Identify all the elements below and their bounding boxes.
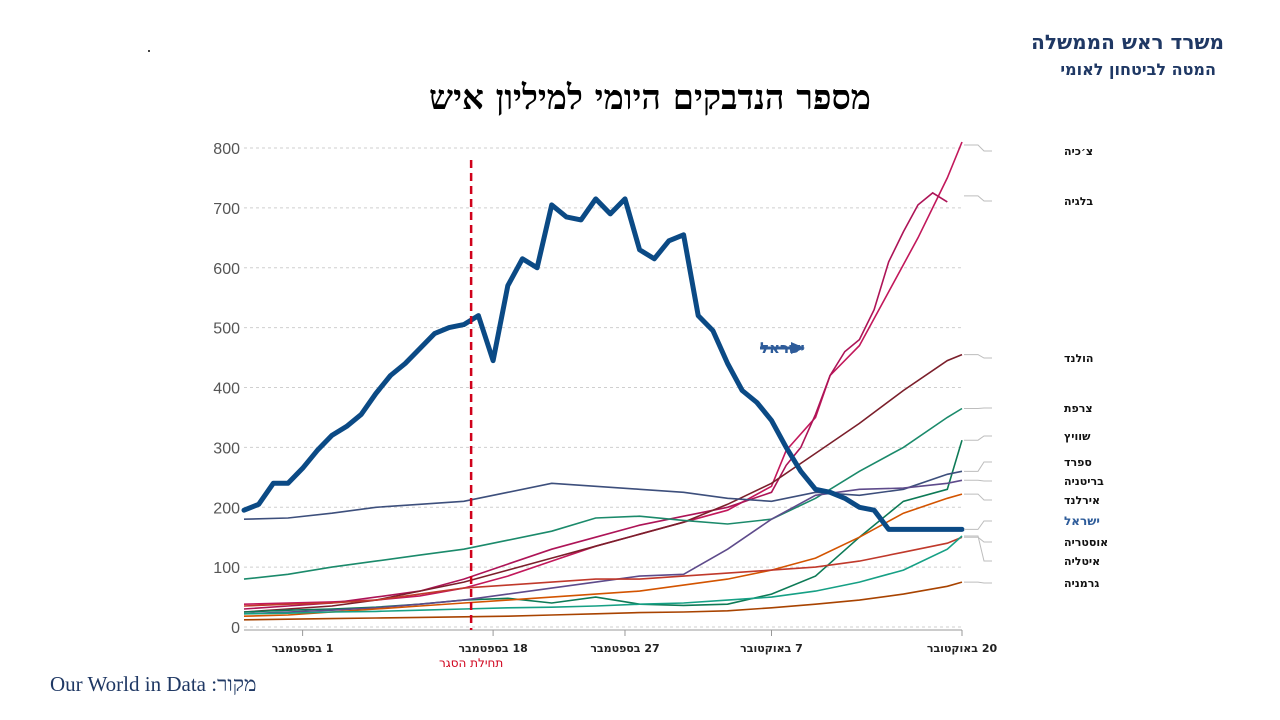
series-lines bbox=[241, 141, 965, 621]
y-tick-label: 200 bbox=[213, 500, 240, 517]
lockdown-label: תחילת הסגר bbox=[439, 656, 503, 670]
x-tick-label: 7 באוקטובר bbox=[740, 642, 803, 655]
legend-leader bbox=[964, 520, 992, 530]
y-tick-label: 300 bbox=[213, 440, 240, 457]
y-tick-label: 500 bbox=[213, 321, 240, 338]
series-line-israel bbox=[241, 196, 965, 532]
legend-label: ישראל bbox=[1064, 514, 1100, 528]
y-tick-label: 0 bbox=[231, 620, 240, 637]
y-tick-label: 400 bbox=[213, 381, 240, 398]
lockdown-marker: תחילת הסגר bbox=[439, 160, 503, 670]
series-line-ספרד bbox=[243, 470, 963, 520]
israel-annotation: ישראל bbox=[760, 339, 805, 357]
org-name: משרד ראש הממשלה bbox=[1031, 30, 1224, 54]
y-tick-label: 800 bbox=[213, 141, 240, 158]
legend-label: אירלנד bbox=[1064, 494, 1100, 507]
org-subtitle: המטה לביטחון לאומי bbox=[1060, 60, 1216, 79]
series-line-אוסטריה bbox=[243, 536, 963, 607]
legend-leader bbox=[964, 479, 992, 482]
annotation-arrow-head bbox=[791, 342, 805, 354]
legend-label: איטליה bbox=[1064, 555, 1100, 568]
legend-leader bbox=[964, 536, 992, 543]
legend-label: אוסטריה bbox=[1064, 536, 1108, 549]
legend-leader bbox=[964, 195, 992, 202]
series-line-גרמניה bbox=[243, 581, 963, 621]
series-line-הולנד bbox=[243, 353, 963, 613]
x-axis: 1 בספטמבר 18 בספטמבר 27 בספטמבר 7 באוקטובר 2… bbox=[244, 629, 998, 655]
legend-label: הולנד bbox=[1064, 352, 1093, 365]
series-line-איטליה bbox=[243, 535, 963, 615]
legend-label: שוויץ bbox=[1064, 430, 1091, 443]
legend-leader bbox=[964, 435, 992, 441]
chart-title: מספר הנדבקים היומי למיליון איש bbox=[429, 78, 871, 118]
y-axis: 0 100 200 300 400 500 600 700 800 bbox=[213, 141, 240, 637]
series-line-אירלנד bbox=[243, 493, 963, 617]
stray-dot bbox=[148, 50, 150, 52]
x-tick-label: 18 בספטמבר bbox=[458, 642, 527, 655]
legend-label: צ׳כיה bbox=[1064, 145, 1093, 158]
legend-leader bbox=[964, 535, 992, 562]
series-line-שוויץ bbox=[243, 439, 963, 613]
x-tick-label: 20 באוקטובר bbox=[927, 642, 998, 655]
legend-label: בלגיה bbox=[1064, 195, 1093, 208]
y-tick-label: 600 bbox=[213, 261, 240, 278]
legend-leader bbox=[964, 461, 992, 472]
source-credit: Our World in Data :מקור bbox=[50, 672, 257, 696]
series-line-צרפת bbox=[243, 407, 963, 580]
legend-label: גרמניה bbox=[1064, 577, 1099, 590]
legend-label: צרפת bbox=[1064, 402, 1093, 415]
y-tick-label: 100 bbox=[213, 560, 240, 577]
legend-leader bbox=[964, 581, 992, 584]
legend-label: ספרד bbox=[1064, 456, 1092, 469]
grid bbox=[244, 147, 962, 628]
y-tick-label: 700 bbox=[213, 201, 240, 218]
legend-leader bbox=[964, 493, 992, 501]
legend-label: בריטניה bbox=[1064, 475, 1104, 488]
legend: צ׳כיה בלגיה הולנד צרפת שוויץ ספרד בריטניה אירלנ… bbox=[964, 144, 1108, 590]
x-tick-label: 1 בספטמבר bbox=[272, 642, 334, 655]
x-tick-label: 27 בספטמבר bbox=[590, 642, 659, 655]
legend-leader bbox=[964, 354, 992, 359]
legend-leader bbox=[964, 144, 992, 152]
